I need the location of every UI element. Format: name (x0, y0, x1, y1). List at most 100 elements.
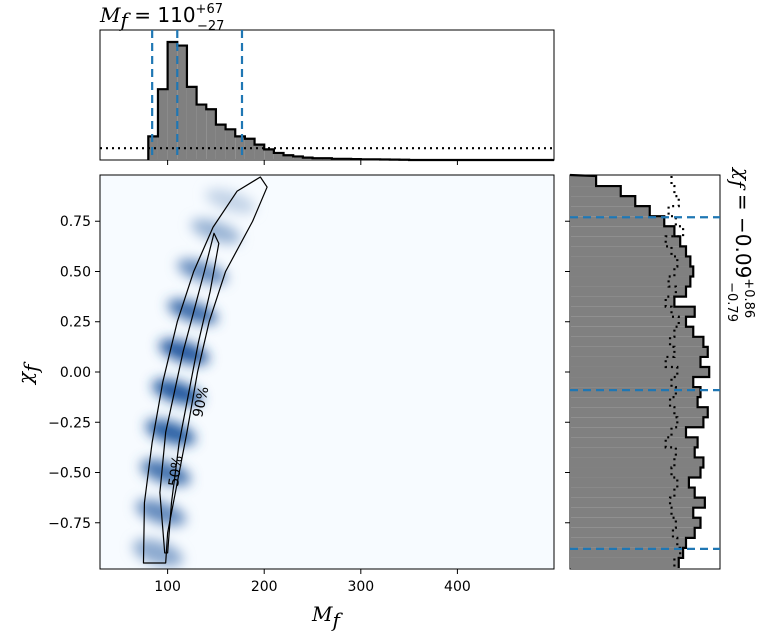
top-bar (167, 42, 178, 160)
right-bar (570, 397, 698, 408)
x-axis-label-sub: f (330, 608, 343, 632)
right-title-subscript: −0.79 (724, 282, 739, 322)
y-tick-label: −0.50 (48, 466, 91, 482)
right-bar (570, 226, 675, 237)
right-bar (570, 346, 708, 357)
top-bar (264, 149, 274, 160)
right-bar (570, 407, 708, 418)
right-bar (570, 427, 686, 438)
density-blob (145, 419, 196, 446)
density-blob (135, 499, 186, 526)
right-title-sup: +0.86 (741, 278, 756, 318)
top-title-main: M (99, 3, 121, 27)
density-blob (177, 259, 228, 284)
top-bar (206, 109, 216, 160)
right-bar (570, 306, 695, 317)
top-bar (273, 152, 284, 160)
top-bar (293, 156, 303, 160)
right-bar (570, 417, 704, 428)
right-bar (570, 296, 675, 307)
right-bar (570, 547, 684, 558)
density-heatmap (132, 188, 256, 567)
top-bar (186, 86, 197, 160)
right-bar (570, 316, 686, 327)
x-tick-label: 400 (444, 579, 471, 595)
right-bar (570, 186, 621, 197)
density-blob (190, 219, 241, 244)
contours (142, 176, 268, 564)
right-bar (570, 497, 705, 508)
y-axis-label-main: χ (13, 370, 37, 386)
top-marginal-panel: Mf = 110+67 −27 (99, 2, 555, 162)
right-bar (570, 276, 691, 287)
y-axis-label-sub: f (19, 361, 43, 374)
right-bar (570, 437, 698, 448)
top-bar (283, 155, 294, 160)
x-ticks: 100 200 300 400 (154, 160, 471, 595)
right-bar (570, 256, 691, 267)
x-axis-label-main: M (311, 602, 333, 626)
y-tick-label: 0.00 (60, 365, 91, 381)
x-tick-label: 100 (154, 579, 181, 595)
top-bar (215, 124, 226, 160)
top-bar (254, 144, 265, 160)
y-tick-label: −0.75 (48, 516, 91, 532)
top-bar (196, 104, 207, 160)
right-marginal-panel: χf = −0.09+0.86−0.79 (569, 166, 756, 570)
right-bar (570, 326, 694, 337)
right-bar (570, 216, 665, 227)
right-bar (570, 467, 701, 478)
density-blob (152, 379, 203, 405)
y-tick-label: 0.50 (60, 264, 91, 280)
right-bar (570, 457, 704, 468)
joint-density-panel: 100 200 300 400 0.75 0.50 0.25 0.00 −0.25 −0.50 −… (13, 160, 570, 632)
top-title-subscript: −27 (197, 19, 224, 34)
right-bar (570, 206, 650, 217)
right-bar (570, 517, 701, 528)
top-quantile-lines (151, 30, 244, 160)
top-bar (157, 89, 168, 160)
top-bar (177, 45, 187, 160)
y-tick-label: 0.75 (60, 214, 91, 230)
y-tick-label: −0.25 (48, 415, 91, 431)
y-ticks: 0.75 0.50 0.25 0.00 −0.25 −0.50 −0.75 (48, 214, 570, 532)
x-axis-label: Mf (311, 602, 343, 632)
right-title-eq: = −0.09 (731, 188, 755, 279)
right-bar (570, 447, 695, 458)
top-title: Mf = 110+67 −27 (99, 2, 224, 34)
right-histogram-outline (569, 173, 711, 568)
contour-label-50: 50% (166, 455, 186, 488)
right-bar (570, 246, 686, 257)
y-axis-label: χf (13, 361, 43, 386)
top-bar (302, 157, 313, 160)
top-bar (235, 136, 245, 160)
y-tick-label: 0.25 (60, 315, 91, 331)
right-bar (570, 356, 701, 367)
density-blob (167, 299, 218, 324)
right-bar (570, 336, 704, 347)
top-bar (225, 129, 236, 160)
right-bar (570, 507, 694, 518)
x-tick-label: 300 (347, 579, 374, 595)
right-bar (570, 537, 686, 548)
contour-50 (159, 232, 220, 554)
main-background (100, 175, 554, 569)
right-title-main: χ (731, 166, 755, 182)
right-bar (570, 377, 694, 388)
right-bar (570, 236, 681, 247)
contour-label-90: 90% (190, 385, 212, 419)
right-bar (570, 286, 686, 297)
right-bar (570, 487, 695, 498)
right-title: χf = −0.09+0.86−0.79 (724, 166, 756, 322)
right-bar (570, 176, 597, 187)
right-bar (570, 387, 701, 398)
top-title-eq: = 110 (128, 3, 196, 27)
top-bar (244, 138, 255, 160)
right-quantile-lines (570, 216, 720, 550)
right-bar (570, 557, 679, 568)
right-histogram (569, 173, 711, 568)
right-bar (570, 527, 695, 538)
right-bar (570, 266, 694, 277)
top-title-sup: +67 (196, 2, 223, 17)
